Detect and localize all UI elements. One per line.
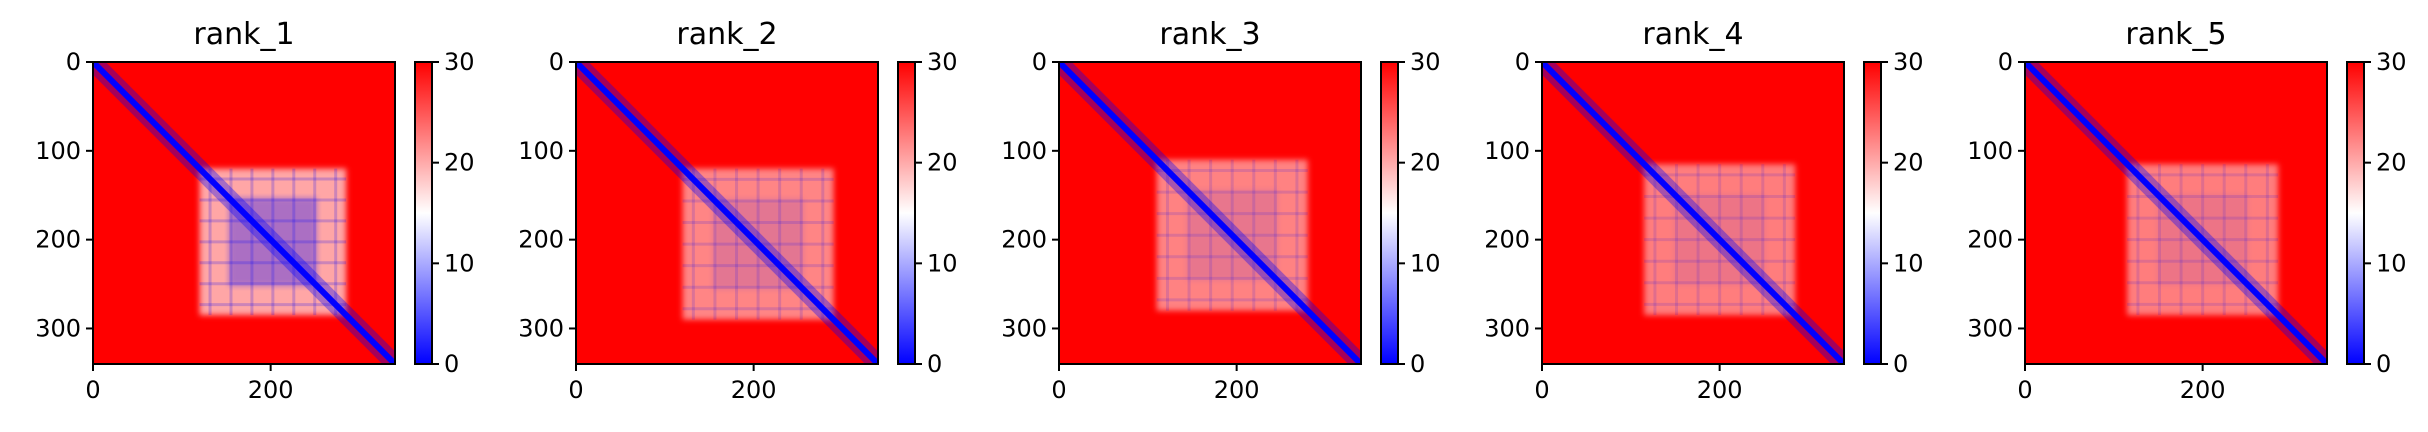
y-tick-label: 100 xyxy=(1001,137,1047,165)
y-tick-label: 200 xyxy=(518,226,564,254)
colorbar-tick-label: 0 xyxy=(927,350,942,378)
colorbar-tick-label: 30 xyxy=(2376,48,2407,76)
diagonal-line xyxy=(2025,62,2327,364)
x-tick-label: 0 xyxy=(85,376,100,404)
y-tick-label: 100 xyxy=(35,137,81,165)
diagonal-line xyxy=(1059,62,1361,364)
colorbar-tick-label: 30 xyxy=(1893,48,1924,76)
y-tick-label: 0 xyxy=(549,48,564,76)
axes-frame xyxy=(2024,61,2328,365)
colorbar xyxy=(1864,62,1881,364)
y-tick-label: 200 xyxy=(1967,226,2013,254)
diagonal-line xyxy=(576,62,878,364)
colorbar-tick-label: 20 xyxy=(2376,149,2407,177)
heatmap-panel-1: rank_1 0 100 200 300 0 200 0 10 20 30 xyxy=(35,17,474,404)
x-tick-label: 200 xyxy=(731,376,777,404)
heatmap-image xyxy=(576,62,878,364)
x-tick-label: 200 xyxy=(1697,376,1743,404)
y-tick-label: 0 xyxy=(1998,48,2013,76)
colorbar-tick-label: 30 xyxy=(1410,48,1441,76)
diagonal-line xyxy=(93,62,395,364)
x-tick-label: 0 xyxy=(568,376,583,404)
colorbar-tick-label: 10 xyxy=(1410,249,1441,277)
heatmap-image xyxy=(2025,62,2327,364)
colorbar-tick-label: 20 xyxy=(444,149,475,177)
axes-frame xyxy=(1541,61,1845,365)
colorbar-tick-label: 10 xyxy=(927,249,958,277)
colorbar-frame xyxy=(414,61,433,365)
colorbar-frame xyxy=(1380,61,1399,365)
x-tick-label: 0 xyxy=(1051,376,1066,404)
axes-frame xyxy=(575,61,879,365)
y-tick-label: 100 xyxy=(1484,137,1530,165)
colorbar-tick-label: 10 xyxy=(1893,249,1924,277)
diagonal-line xyxy=(1542,62,1844,364)
colorbar-tick-label: 20 xyxy=(1893,149,1924,177)
y-tick-label: 300 xyxy=(518,314,564,342)
colorbar-tick-label: 0 xyxy=(1893,350,1908,378)
colorbar-tick-label: 20 xyxy=(1410,149,1441,177)
colorbar-frame xyxy=(897,61,916,365)
colorbar-tick-label: 30 xyxy=(444,48,475,76)
colorbar xyxy=(2347,62,2364,364)
colorbar-tick-label: 0 xyxy=(2376,350,2391,378)
y-tick-label: 300 xyxy=(1484,314,1530,342)
panel-title: rank_3 xyxy=(1159,17,1260,52)
y-tick-label: 200 xyxy=(1001,226,1047,254)
colorbar xyxy=(898,62,915,364)
colorbar xyxy=(415,62,432,364)
axes-frame xyxy=(92,61,396,365)
colorbar-tick-label: 0 xyxy=(1410,350,1425,378)
y-tick-label: 100 xyxy=(1967,137,2013,165)
panel-title: rank_4 xyxy=(1642,17,1743,52)
heatmap-panel-5: rank_5 0 100 200 300 0 200 0 10 20 30 xyxy=(1967,17,2406,404)
colorbar-tick-label: 0 xyxy=(444,350,459,378)
x-tick-label: 0 xyxy=(2017,376,2032,404)
axes-frame xyxy=(1058,61,1362,365)
x-tick-label: 200 xyxy=(2180,376,2226,404)
colorbar-frame xyxy=(1863,61,1882,365)
heatmap-panel-3: rank_3 0 100 200 300 0 200 0 10 20 30 xyxy=(1001,17,1440,404)
panel-title: rank_1 xyxy=(193,17,294,52)
y-tick-label: 0 xyxy=(66,48,81,76)
heatmap-panel-4: rank_4 0 100 200 300 0 200 0 10 20 30 xyxy=(1484,17,1923,404)
y-tick-label: 0 xyxy=(1032,48,1047,76)
y-tick-label: 300 xyxy=(1001,314,1047,342)
x-tick-label: 0 xyxy=(1534,376,1549,404)
y-tick-label: 300 xyxy=(1967,314,2013,342)
heatmap-image xyxy=(93,62,395,364)
y-tick-label: 200 xyxy=(1484,226,1530,254)
heatmap-image xyxy=(1059,62,1361,364)
panel-title: rank_5 xyxy=(2125,17,2226,52)
y-tick-label: 100 xyxy=(518,137,564,165)
colorbar-tick-label: 20 xyxy=(927,149,958,177)
colorbar xyxy=(1381,62,1398,364)
colorbar-frame xyxy=(2346,61,2365,365)
colorbar-tick-label: 30 xyxy=(927,48,958,76)
y-tick-label: 300 xyxy=(35,314,81,342)
heatmap-image xyxy=(1542,62,1844,364)
x-tick-label: 200 xyxy=(248,376,294,404)
y-tick-label: 0 xyxy=(1515,48,1530,76)
panel-title: rank_2 xyxy=(676,17,777,52)
heatmap-panel-2: rank_2 0 100 200 300 0 200 0 10 20 30 xyxy=(518,17,957,404)
x-tick-label: 200 xyxy=(1214,376,1260,404)
colorbar-tick-label: 10 xyxy=(444,249,475,277)
y-tick-label: 200 xyxy=(35,226,81,254)
colorbar-tick-label: 10 xyxy=(2376,249,2407,277)
